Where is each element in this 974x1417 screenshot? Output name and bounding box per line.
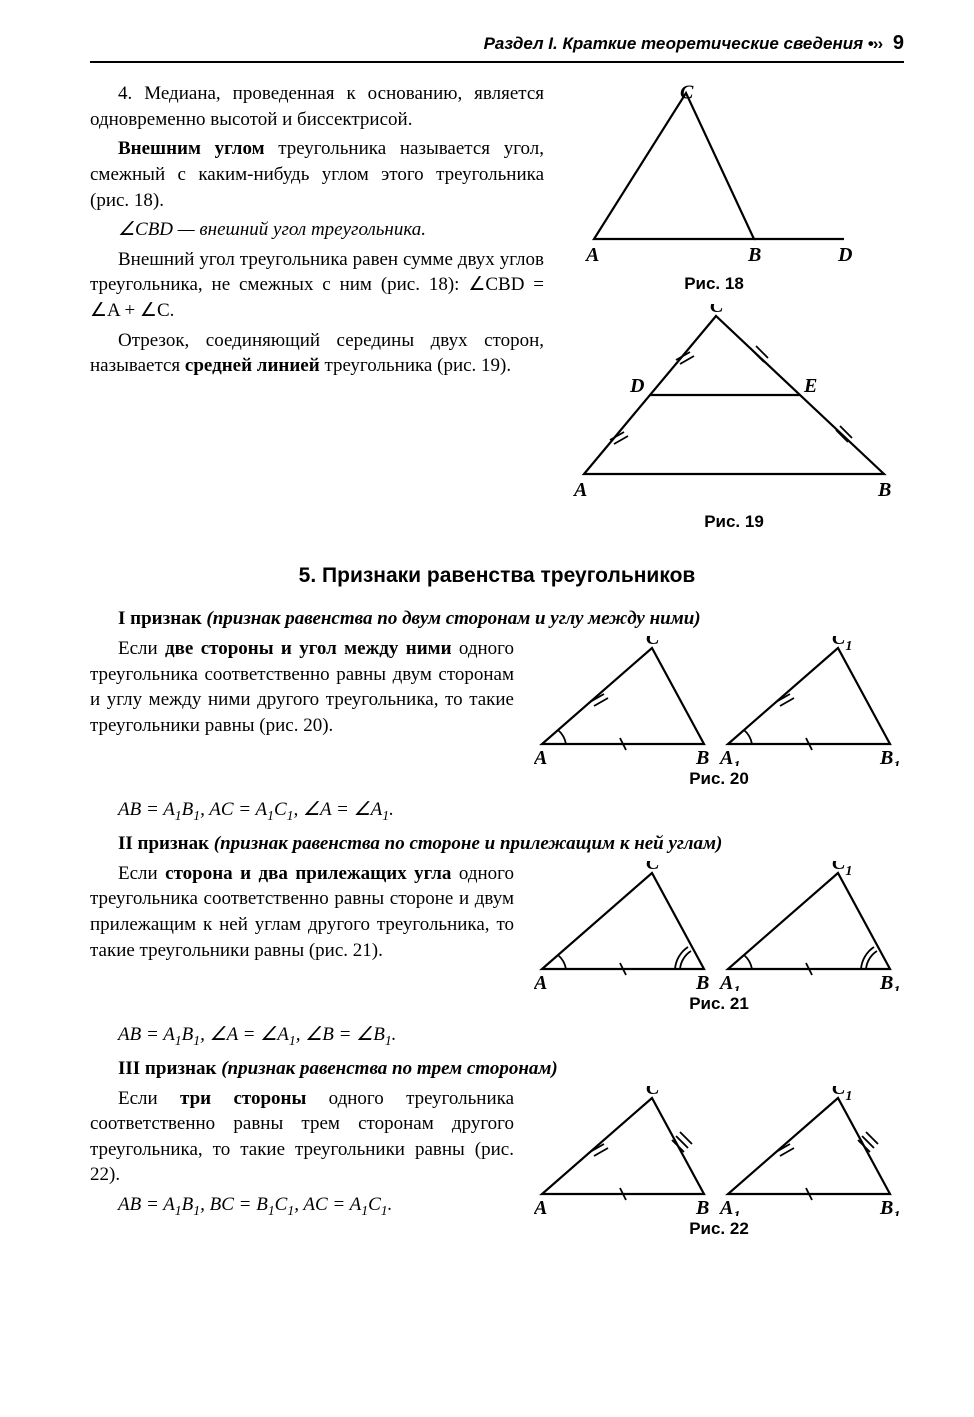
svg-text:A1: A1	[718, 747, 740, 766]
para-external-angle-def: Внешним углом треугольника называется уг…	[90, 136, 544, 213]
svg-text:C: C	[680, 82, 694, 104]
page: Раздел I. Краткие теоретические сведения…	[0, 0, 974, 1306]
svg-text:B: B	[695, 747, 709, 766]
figure-21-wrap: A B C A1 B1 C1 Рис. 21	[534, 861, 904, 1016]
figure-22-caption: Рис. 22	[534, 1218, 904, 1241]
svg-text:B: B	[695, 972, 709, 991]
page-number: 9	[893, 32, 904, 54]
crit3-body: Если три стороны одного треугольника соо…	[90, 1086, 514, 1189]
crit1-row: Если две стороны и угол между ними одног…	[90, 636, 904, 791]
figure-21: A B C A1 B1 C1	[534, 861, 904, 991]
figure-22: A B C A1 B1 C1	[534, 1086, 904, 1216]
crit1-lead: I признак (признак равенства по двум сто…	[90, 606, 904, 632]
crit2-row: Если сторона и два прилежащих угла одног…	[90, 861, 904, 1016]
figure-20-caption: Рис. 20	[534, 768, 904, 791]
svg-text:C: C	[646, 636, 660, 649]
svg-text:C: C	[710, 304, 724, 317]
para-angle-cbd: ∠CBD — внешний угол треугольника.	[90, 217, 544, 243]
crit3-lead: III признак (признак равенства по трем с…	[90, 1056, 904, 1082]
crit3-formula: AB = A1B1, BC = B1C1, AC = A1C1.	[90, 1192, 514, 1220]
running-head: Раздел I. Краткие теоретические сведения…	[90, 30, 904, 57]
figure-21-caption: Рис. 21	[534, 993, 904, 1016]
figure-20-wrap: A B C A1 B1 C1 Рис. 20	[534, 636, 904, 791]
svg-text:A: A	[534, 1197, 547, 1216]
crit1-body: Если две стороны и угол между ними одног…	[90, 636, 514, 739]
svg-text:B: B	[747, 244, 761, 266]
crit3-text: Если три стороны одного треугольника соо…	[90, 1086, 514, 1227]
svg-text:D: D	[837, 244, 852, 266]
crit1-text: Если две стороны и угол между ними одног…	[90, 636, 514, 743]
crit2-text: Если сторона и два прилежащих угла одног…	[90, 861, 514, 968]
figs-col-1: A B C D Рис. 18	[564, 81, 904, 534]
figure-22-wrap: A B C A1 B1 C1 Рис. 22	[534, 1086, 904, 1241]
para-external-angle-sum: Внешний угол треугольника равен сумме дв…	[90, 247, 544, 324]
svg-text:B: B	[695, 1197, 709, 1216]
term-midline: средней линией	[185, 355, 320, 376]
figure-19: A B C D E	[564, 304, 904, 509]
text-col-1: 4. Медиана, проведенная к основанию, явл…	[90, 81, 544, 383]
crit2-lead: II признак (признак равенства по стороне…	[90, 831, 904, 857]
para-midline: Отрезок, соединяющий середины двух сторо…	[90, 328, 544, 379]
running-head-text: Раздел I. Краткие теоретические сведения	[484, 34, 864, 53]
svg-text:A: A	[534, 972, 547, 991]
svg-text:C: C	[646, 1086, 660, 1099]
crit1-formula: AB = A1B1, AC = A1C1, ∠A = ∠A1.	[90, 797, 904, 825]
running-head-bullet: •››	[868, 34, 882, 53]
para-4-median: 4. Медиана, проведенная к основанию, явл…	[90, 81, 544, 132]
figure-19-caption: Рис. 19	[564, 511, 904, 534]
crit3-row: Если три стороны одного треугольника соо…	[90, 1086, 904, 1241]
svg-text:A1: A1	[718, 972, 740, 991]
block-median-external-angle: 4. Медиана, проведенная к основанию, явл…	[90, 81, 904, 534]
svg-text:A: A	[572, 479, 587, 501]
figure-20: A B C A1 B1 C1	[534, 636, 904, 766]
figure-18: A B C D	[564, 81, 864, 271]
figure-18-caption: Рис. 18	[564, 273, 864, 296]
svg-text:D: D	[629, 375, 644, 397]
term-external-angle: Внешним углом	[118, 138, 265, 159]
svg-text:A1: A1	[718, 1197, 740, 1216]
svg-text:A: A	[584, 244, 599, 266]
header-rule	[90, 61, 904, 63]
svg-text:A: A	[534, 747, 547, 766]
crit2-formula: AB = A1B1, ∠A = ∠A1, ∠B = ∠B1.	[90, 1022, 904, 1050]
svg-text:B1: B1	[879, 747, 900, 766]
svg-text:B: B	[877, 479, 891, 501]
crit2-body: Если сторона и два прилежащих угла одног…	[90, 861, 514, 964]
svg-text:B1: B1	[879, 1197, 900, 1216]
svg-text:C: C	[646, 861, 660, 874]
svg-text:B1: B1	[879, 972, 900, 991]
svg-text:E: E	[803, 375, 817, 397]
section-5-title: 5. Признаки равенства треугольников	[90, 562, 904, 590]
